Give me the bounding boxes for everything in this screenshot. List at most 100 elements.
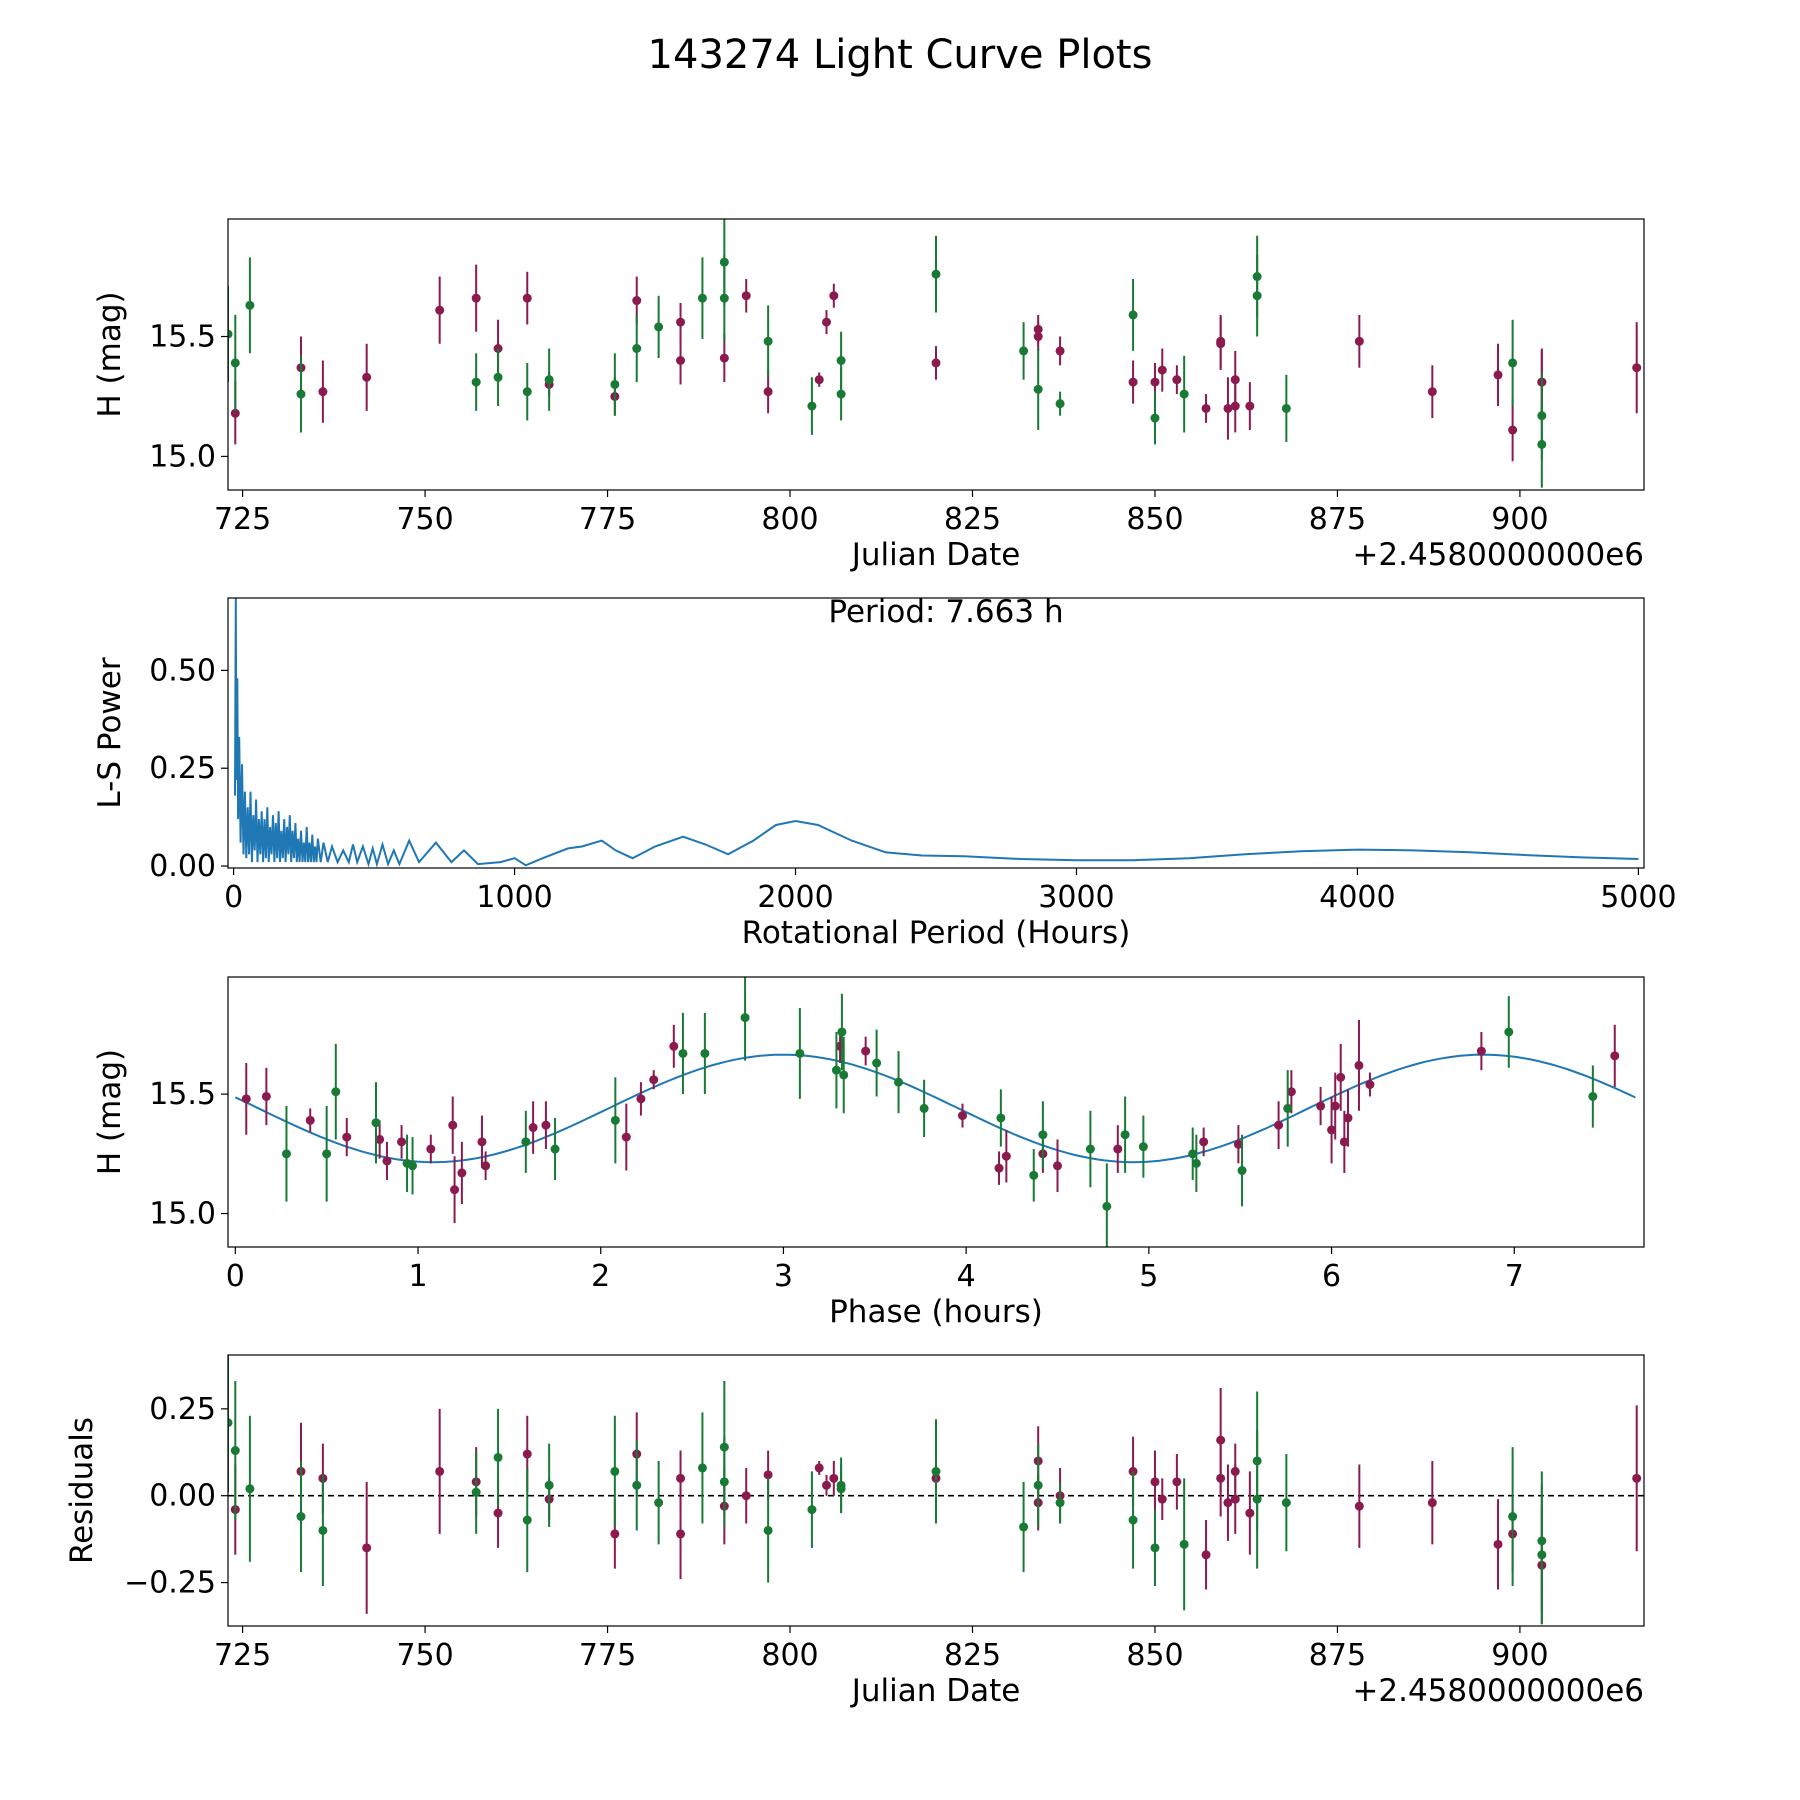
y-tick-label: 15.5	[149, 320, 216, 355]
data-point	[931, 358, 941, 368]
data-point	[1233, 1139, 1243, 1149]
data-point	[1632, 1473, 1642, 1483]
data-point	[1230, 401, 1240, 411]
data-point	[1019, 346, 1029, 356]
data-point	[1493, 370, 1503, 380]
data-point	[837, 1027, 847, 1037]
data-point	[1237, 1166, 1247, 1176]
data-point	[471, 1487, 481, 1497]
data-point	[741, 1491, 751, 1501]
data-point	[1001, 1151, 1011, 1161]
data-point	[1274, 1120, 1284, 1130]
data-point	[632, 1480, 642, 1490]
data-point	[839, 1070, 849, 1080]
data-point	[649, 1075, 659, 1085]
data-point	[1610, 1051, 1620, 1061]
data-point	[763, 387, 773, 397]
data-point	[296, 389, 306, 399]
data-point	[477, 1137, 487, 1147]
data-point	[1252, 1494, 1262, 1504]
data-point	[375, 1134, 385, 1144]
axes-frame	[227, 976, 1645, 1248]
chart-resid: 725 750 775 800 825 850 875 900 −0.25 0.00 0.25 Jul…	[64, 1354, 1645, 1709]
data-point	[322, 1149, 332, 1159]
data-point	[1476, 1046, 1486, 1056]
data-point	[1179, 389, 1189, 399]
data-point	[1508, 425, 1518, 435]
data-point	[931, 1466, 941, 1476]
data-point	[493, 1452, 503, 1462]
data-point	[719, 1442, 729, 1452]
data-point	[544, 1480, 554, 1490]
model-fit-curve	[234, 1053, 1636, 1164]
x-tick-label: 0	[224, 880, 243, 915]
data-point	[994, 1163, 1004, 1173]
y-tick-label: 0.00	[149, 1479, 216, 1514]
x-tick-label: 850	[1126, 502, 1183, 537]
data-point	[550, 1144, 560, 1154]
data-point	[996, 1113, 1006, 1123]
data-point	[814, 1463, 824, 1473]
data-point	[697, 293, 707, 303]
data-point	[719, 293, 729, 303]
data-point	[281, 1149, 291, 1159]
x-tick-label: 825	[944, 1638, 1001, 1673]
data-point	[228, 329, 233, 339]
data-point	[1201, 403, 1211, 413]
data-point	[1055, 399, 1065, 409]
x-tick-label: 800	[761, 502, 818, 537]
data-point	[318, 1525, 328, 1535]
data-point	[894, 1077, 904, 1087]
data-point	[1508, 1512, 1518, 1522]
data-point	[1493, 1539, 1503, 1549]
data-point	[230, 358, 240, 368]
data-point	[836, 389, 846, 399]
data-point	[1327, 1125, 1337, 1135]
y-tick-label: 0.25	[149, 1392, 216, 1427]
data-point	[807, 401, 817, 411]
data-point	[245, 300, 255, 310]
figure-title: 143274 Light Curve Plots	[648, 32, 1153, 78]
data-point	[541, 1120, 551, 1130]
data-point	[610, 1115, 620, 1125]
data-point	[697, 1463, 707, 1473]
x-tick-label: 900	[1491, 502, 1548, 537]
x-tick-label: 775	[579, 502, 636, 537]
data-point	[1230, 1494, 1240, 1504]
x-tick-label: 4000	[1319, 880, 1395, 915]
data-point	[1179, 1539, 1189, 1549]
data-point	[636, 1094, 646, 1104]
series-line-power	[234, 598, 1639, 868]
data-point	[1354, 1501, 1364, 1511]
data-point	[1216, 336, 1226, 346]
data-point	[1128, 377, 1138, 387]
x-tick-label: 5000	[1600, 880, 1676, 915]
data-point	[1537, 439, 1547, 449]
data-point	[957, 1111, 967, 1121]
x-axis-label: Julian Date	[850, 537, 1021, 573]
data-point	[1150, 413, 1160, 423]
data-point	[1113, 1144, 1123, 1154]
data-point	[700, 1048, 710, 1058]
data-point	[678, 1048, 688, 1058]
data-point	[1281, 403, 1291, 413]
data-point	[1029, 1170, 1039, 1180]
data-point	[362, 1543, 372, 1553]
data-point	[610, 1466, 620, 1476]
data-point	[919, 1103, 929, 1113]
x-tick-label: 875	[1309, 502, 1366, 537]
data-point	[1053, 1161, 1063, 1171]
data-point	[1245, 401, 1255, 411]
data-point	[1365, 1080, 1375, 1090]
x-tick-label: 4	[957, 1259, 976, 1294]
data-point	[1588, 1091, 1598, 1101]
data-point	[814, 375, 824, 385]
data-point	[621, 1132, 631, 1142]
x-tick-label: 725	[214, 502, 271, 537]
chart-lc: 725 750 775 800 825 850 875 900 15.0 15.5 Julian D…	[92, 218, 1645, 573]
x-tick-label: 725	[214, 1638, 271, 1673]
data-point	[1632, 363, 1642, 373]
